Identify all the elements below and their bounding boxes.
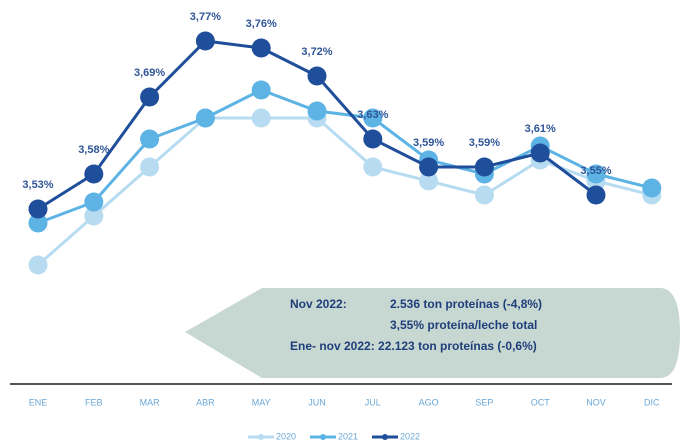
- legend-label: 2021: [338, 431, 358, 441]
- x-tick-label: ABR: [196, 397, 215, 407]
- annotation: 3,55% proteína/leche total: [390, 318, 537, 332]
- data-label: 3,58%: [78, 144, 109, 156]
- point: [84, 206, 104, 226]
- point: [474, 157, 494, 177]
- point: [363, 157, 383, 177]
- point: [140, 129, 160, 149]
- point: [586, 185, 606, 205]
- x-tick-label: NOV: [586, 397, 606, 407]
- data-label: 3,59%: [413, 137, 444, 149]
- point: [586, 164, 606, 184]
- data-label: 3,72%: [301, 46, 332, 58]
- legend-swatch: [320, 434, 326, 440]
- point: [419, 157, 439, 177]
- point: [251, 80, 271, 100]
- data-label: 3,59%: [469, 137, 500, 149]
- data-label: 3,55%: [580, 165, 611, 177]
- data-label: 3,76%: [246, 18, 277, 30]
- x-tick-label: ENE: [29, 397, 48, 407]
- point: [307, 66, 327, 86]
- legend-swatch: [258, 434, 264, 440]
- x-tick-label: MAR: [140, 397, 161, 407]
- legend-label: 2020: [276, 431, 296, 441]
- point: [28, 255, 48, 275]
- point: [84, 192, 104, 212]
- point: [195, 108, 215, 128]
- point: [251, 38, 271, 58]
- data-label: 3,61%: [525, 123, 556, 135]
- x-tick-label: FEB: [85, 397, 103, 407]
- x-tick-label: JUL: [365, 397, 381, 407]
- x-tick-label: MAY: [252, 397, 271, 407]
- point: [530, 143, 550, 163]
- point: [28, 199, 48, 219]
- legend-swatch: [382, 434, 388, 440]
- point: [363, 129, 383, 149]
- data-label: 3,53%: [22, 179, 53, 191]
- point: [419, 171, 439, 191]
- data-label: 3,63%: [357, 109, 388, 121]
- annotation: 2.536 ton proteínas (-4,8%): [390, 297, 542, 311]
- annotation: Ene- nov 2022: 22.123 ton proteínas (-0,…: [290, 339, 537, 353]
- x-tick-label: DIC: [644, 397, 660, 407]
- point: [28, 213, 48, 233]
- x-tick-label: AGO: [419, 397, 439, 407]
- point: [363, 108, 383, 128]
- series-line: [37, 116, 653, 267]
- legend-label: 2022: [400, 431, 420, 441]
- point: [195, 31, 215, 51]
- callout-box: [185, 288, 680, 378]
- x-tick-label: JUN: [308, 397, 326, 407]
- x-tick-label: OCT: [531, 397, 551, 407]
- point: [474, 185, 494, 205]
- data-label: 3,69%: [134, 67, 165, 79]
- point: [251, 108, 271, 128]
- x-tick-label: SEP: [475, 397, 493, 407]
- annotation: Nov 2022:: [290, 297, 347, 311]
- point: [140, 157, 160, 177]
- series-line: [37, 88, 653, 225]
- data-label: 3,77%: [190, 11, 221, 23]
- point: [307, 101, 327, 121]
- point: [642, 178, 662, 198]
- point: [84, 164, 104, 184]
- point: [140, 87, 160, 107]
